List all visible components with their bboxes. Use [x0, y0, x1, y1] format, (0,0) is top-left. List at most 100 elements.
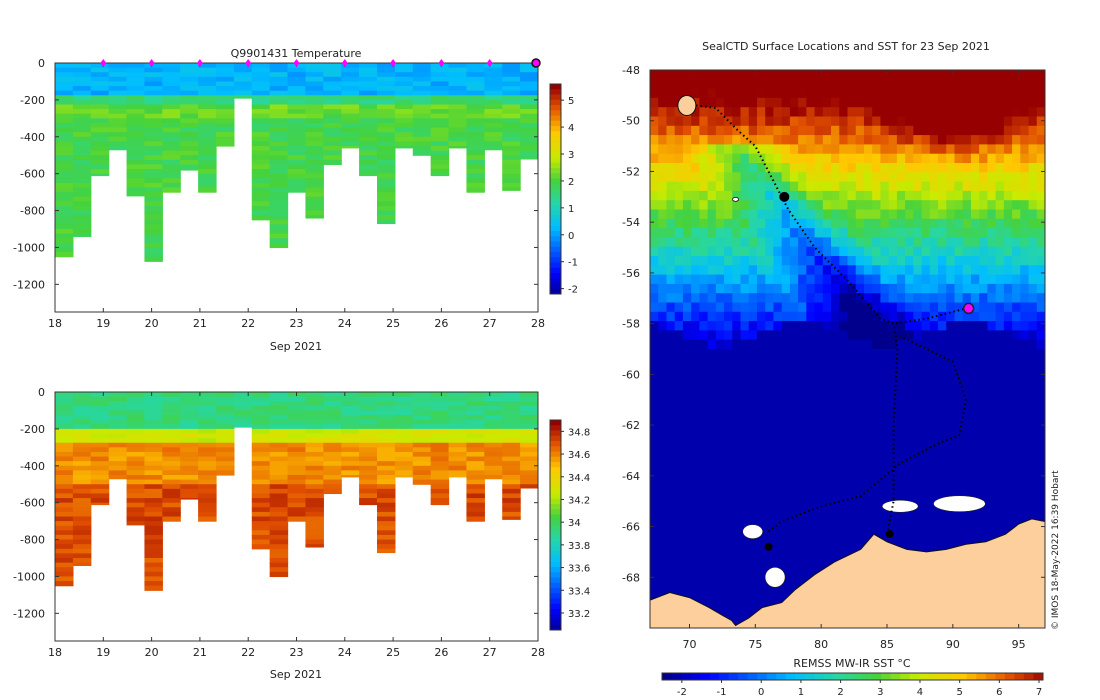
sst-cell — [880, 144, 890, 155]
sst-cell — [756, 544, 766, 555]
sst-cell — [682, 321, 692, 331]
sst-cell — [1028, 349, 1038, 359]
profile-cell — [323, 113, 342, 119]
sst-cell — [732, 246, 742, 257]
profile-cell — [90, 451, 110, 458]
sst-cell — [970, 116, 980, 127]
sst-cell — [715, 376, 725, 387]
sst-cell — [880, 246, 890, 257]
sst-cell — [732, 395, 742, 406]
sst-cell — [880, 460, 890, 471]
sst-cell — [822, 367, 832, 378]
sst-cell — [699, 283, 709, 294]
sst-cell — [666, 97, 676, 108]
sst-cell — [658, 190, 667, 201]
profile-cell — [251, 210, 271, 216]
sst-cell — [806, 228, 816, 238]
profile-cell — [251, 99, 271, 106]
sst-cell — [740, 535, 750, 545]
sst-cell — [855, 423, 865, 434]
sst-cell — [724, 218, 733, 229]
profile-cell — [90, 484, 110, 490]
sst-cell — [954, 144, 964, 155]
profile-cell — [126, 159, 146, 166]
sst-cell — [847, 135, 857, 145]
sst-cell — [798, 544, 807, 555]
sst-cell — [682, 590, 692, 601]
sst-cell — [740, 330, 750, 341]
colorbar-segment — [550, 504, 561, 510]
sst-cell — [831, 125, 840, 136]
colorbar-segment — [550, 588, 561, 594]
sst-cell — [938, 358, 947, 369]
sst-cell — [707, 376, 717, 387]
sst-cell — [938, 293, 947, 303]
sst-cell — [839, 442, 848, 452]
profile-cell — [251, 521, 271, 527]
sst-cell — [748, 349, 758, 359]
profile-cell — [502, 415, 521, 421]
profile-cell — [412, 104, 432, 110]
sst-cell — [872, 432, 881, 443]
sst-cell — [1003, 97, 1013, 108]
colorbar-segment — [550, 267, 561, 274]
colorbar-tick-label: 33.4 — [568, 586, 590, 597]
sst-cell — [650, 451, 659, 462]
profile-cell — [394, 81, 414, 87]
sst-cell — [724, 321, 733, 331]
sst-cell — [674, 256, 684, 266]
profile-cell — [269, 113, 289, 119]
x-tick-label: 19 — [96, 646, 110, 659]
sst-cell — [773, 395, 783, 406]
sst-cell — [699, 507, 709, 517]
map-x-tick-label: 80 — [814, 638, 828, 651]
sst-cell — [724, 79, 733, 90]
sst-cell — [831, 395, 840, 406]
sst-cell — [1028, 209, 1038, 220]
profile-cell — [144, 122, 163, 129]
profile-cell — [162, 136, 181, 142]
sst-cell — [839, 181, 848, 192]
sst-cell — [650, 544, 659, 555]
profile-cell — [162, 507, 181, 513]
profile-cell — [377, 442, 396, 448]
sst-cell — [987, 163, 997, 173]
sst-cell — [666, 469, 676, 480]
sst-cell — [732, 358, 742, 369]
sst-cell — [888, 181, 898, 192]
sst-cell — [905, 432, 914, 443]
sst-cell — [970, 535, 980, 545]
sst-cell — [995, 516, 1005, 527]
profile-cell — [233, 415, 253, 421]
profile-cell — [484, 132, 503, 138]
map-axes: 70 75 80 85 90 95-48-50-52-54-56-58-60-62-64-… — [622, 64, 1045, 651]
sst-cell — [921, 525, 931, 536]
profile-cell — [394, 118, 414, 124]
profile-cell — [377, 428, 396, 435]
profile-cell — [287, 90, 307, 96]
sst-cell — [691, 135, 700, 145]
profile-cell — [377, 405, 396, 412]
sst-cell — [863, 88, 873, 99]
sst-cell — [880, 153, 890, 164]
sst-cell — [756, 172, 766, 183]
profile-cell — [269, 127, 289, 133]
profile-cell — [448, 465, 468, 471]
colorbar-segment — [550, 546, 561, 552]
sst-cell — [839, 544, 848, 555]
ice-patch — [881, 499, 919, 513]
profile-cell — [430, 498, 450, 504]
sst-cell — [814, 469, 824, 480]
profile-cell — [108, 410, 128, 416]
sst-cell — [798, 153, 807, 164]
sst-cell — [954, 432, 964, 443]
sst-cell — [691, 209, 700, 220]
sst-cell — [929, 442, 939, 452]
profile-cell — [448, 410, 468, 416]
profile-cell — [287, 132, 307, 138]
profile-cell — [251, 192, 271, 198]
sst-cell — [855, 135, 865, 145]
sst-cell — [995, 525, 1005, 536]
sst-cell — [1003, 283, 1013, 294]
profile-cell — [394, 447, 414, 453]
